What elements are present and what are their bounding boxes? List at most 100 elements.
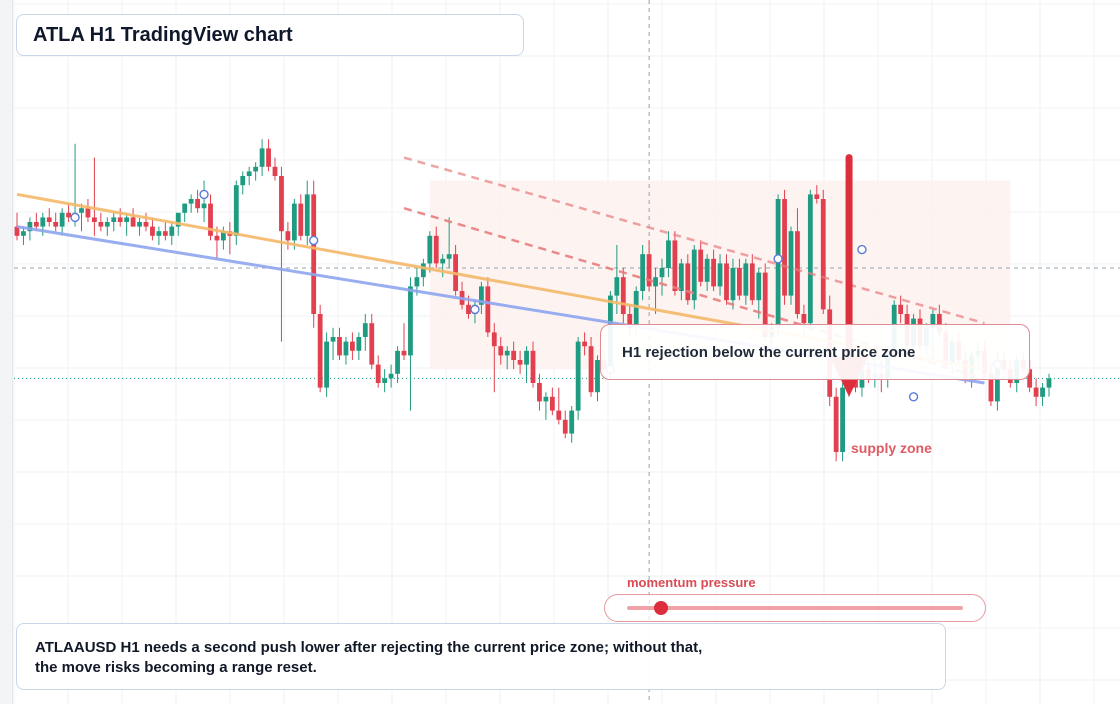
candle-body-bearish [337,337,342,356]
candle-body-bearish [511,350,517,360]
candle-body-bullish [124,217,130,222]
candle-body-bullish [1040,387,1045,397]
analysis-note-line-2: the move risks becoming a range reset. [35,659,317,676]
candle-body-bullish [201,203,207,209]
pivot-marker [309,235,319,246]
candle-body-bearish [1027,369,1033,388]
candle-body-bullish [614,277,620,296]
candle-body-bearish [724,263,729,301]
candle-body-bullish [137,222,142,227]
candle-body-bullish [291,203,297,241]
candle-body-bearish [150,226,155,236]
candle-body-bearish [762,272,768,337]
candle-body-bearish [582,341,587,347]
candle-body-bullish [659,268,665,278]
candle-body-bullish [569,410,575,434]
candle-body-bullish [40,217,46,227]
candle-body-bullish [420,263,426,278]
candle-body-bullish [743,263,749,296]
candle-body-bearish [369,323,375,365]
candle-body-bearish [627,314,633,328]
candle-body-bullish [59,212,65,227]
candle-body-bullish [524,350,529,365]
candle-body-bullish [678,263,684,291]
candle-body-bearish [14,226,20,236]
candle-body-bullish [259,148,265,167]
candle-body-bullish [246,171,252,176]
candle-body-bearish [375,364,381,383]
candle-body-bullish [995,360,1000,402]
candle-body-bullish [666,240,671,268]
candle-body-bearish [814,194,820,199]
candle-body-bullish [595,360,600,393]
candle-body-bearish [485,286,491,333]
candle-body-bearish [466,304,471,314]
candle-body-bearish [749,263,755,301]
candle-body-bullish [408,286,413,356]
candle-body-bearish [620,277,626,314]
candle-body-bullish [704,258,710,282]
candle-body-bearish [549,396,555,411]
candle-body-bearish [1033,387,1039,397]
chart-title-box: ATLA H1 TradingView chart [16,14,524,56]
candle-body-bearish [162,231,168,236]
candle-body-bearish [833,396,839,452]
momentum-slider[interactable] [604,594,986,622]
candle-body-bullish [382,378,388,383]
supply-zone-label: supply zone [851,440,932,456]
momentum-slider-knob[interactable] [653,601,668,615]
candle-body-bullish [79,208,84,213]
candle-body-bullish [169,226,175,236]
candle-body-bearish [92,217,97,222]
candle-body-bearish [537,383,542,402]
candle-body-bullish [188,199,194,204]
analysis-note: ATLAAUSD H1 needs a second push lower af… [16,623,946,690]
momentum-label: momentum pressure [627,575,756,590]
rejection-callout: H1 rejection below the current price zon… [600,324,1030,380]
pivot-marker [908,392,919,402]
candle-body-bearish [698,249,704,282]
candle-body-bullish [446,254,452,259]
candle-body-bearish [782,199,787,296]
candle-body-bullish [640,254,646,291]
candle-body-bearish [266,148,271,167]
candle-body-bearish [298,203,304,236]
candle-body-bullish [504,350,510,356]
candle-body-bearish [311,194,317,314]
candle-body-bullish [543,396,549,402]
candle-body-bearish [801,314,807,324]
candle-body-bullish [730,268,736,301]
candle-body-bullish [182,203,188,213]
candle-body-bearish [898,304,904,314]
candle-body-bullish [756,272,762,301]
candle-body-bullish [427,235,433,264]
trendline-red-dashed [403,156,985,325]
candle-body-bullish [240,176,246,186]
momentum-slider-bar [627,606,963,610]
candle-body-bearish [517,360,523,365]
candle-body-bearish [279,176,284,232]
candle-body-bearish [117,217,123,222]
candle-body-bullish [221,231,226,241]
pivot-marker [470,304,480,315]
candle-body-bullish [253,166,259,172]
candle-body-bullish [233,185,239,236]
candle-body-bearish [820,199,826,310]
analysis-note-line-1: ATLAAUSD H1 needs a second push lower af… [35,639,703,656]
candle-body-bearish [646,254,652,287]
candle-body-bearish [588,346,594,393]
candle-body-bearish [66,212,71,218]
candle-body-bearish [143,222,149,227]
candle-body-bearish [350,341,355,351]
candle-body-bearish [491,332,497,347]
candle-body-bullish [479,286,484,305]
candle-body-bearish [795,231,800,314]
candle-body-bearish [685,263,691,301]
candle-body-bullish [111,217,117,222]
candle-body-bullish [156,231,162,236]
candle-body-bearish [53,222,59,227]
candle-body-bullish [356,337,362,351]
candle-body-bullish [104,222,110,227]
candle-body-bearish [936,314,942,333]
candle-body-bearish [672,240,678,291]
